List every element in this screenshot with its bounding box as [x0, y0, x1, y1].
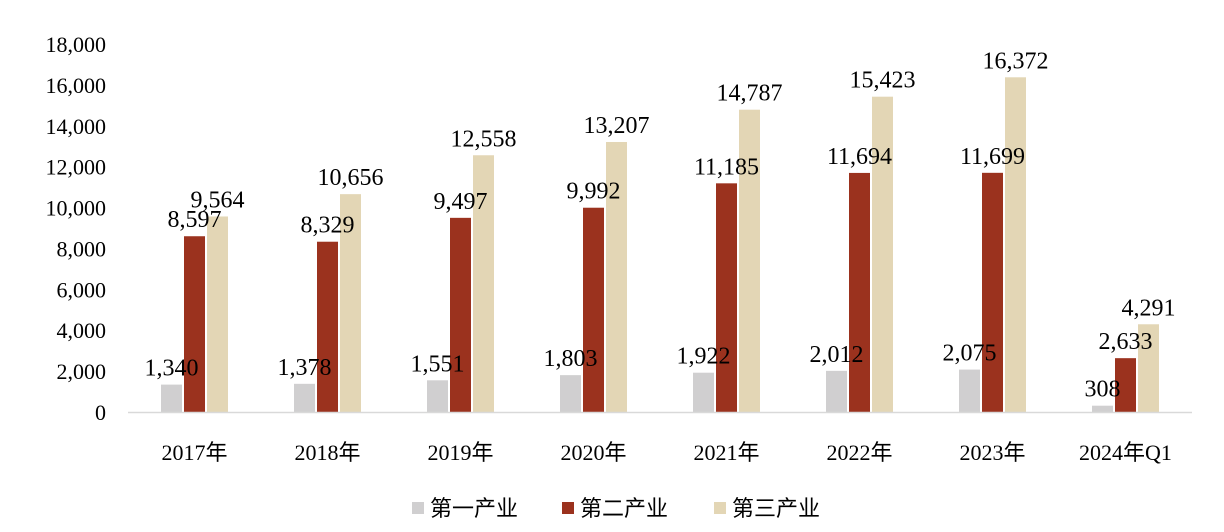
bar — [849, 172, 870, 412]
data-label: 1,378 — [278, 355, 332, 381]
data-label: 1,551 — [411, 351, 465, 377]
bar — [1005, 77, 1026, 412]
y-tick-label: 0 — [95, 400, 106, 425]
data-label: 1,803 — [544, 346, 598, 372]
x-tick-label: 2023年 — [959, 440, 1025, 465]
data-label: 12,558 — [451, 126, 517, 152]
data-label: 11,185 — [694, 154, 759, 180]
bar — [161, 384, 182, 412]
bar — [317, 241, 338, 412]
x-tick-label: 2019年 — [427, 440, 493, 465]
x-tick-label: 2022年 — [826, 440, 892, 465]
data-label: 2,075 — [943, 341, 997, 367]
legend-swatch — [562, 502, 574, 514]
x-tick-label: 2024年Q1 — [1079, 440, 1172, 465]
data-label: 11,699 — [960, 144, 1025, 170]
data-label: 8,597 — [168, 207, 222, 233]
bar — [294, 383, 315, 412]
x-tick-label: 2021年 — [693, 440, 759, 465]
data-label: 10,656 — [318, 165, 384, 191]
x-axis-ticks: 2017年 2018年 2019年 2020年 2021年 2022年 2023年 2024年… — [161, 440, 1171, 465]
data-label: 2,012 — [810, 342, 864, 368]
bar — [959, 369, 980, 412]
legend-swatch — [714, 502, 726, 514]
y-axis-ticks: 0 2,000 4,000 6,000 8,000 10,000 12,000 14,000 1… — [46, 32, 107, 425]
legend-label: 第二产业 — [580, 496, 668, 521]
data-label: 308 — [1085, 377, 1121, 403]
bar — [872, 96, 893, 412]
bar — [450, 217, 471, 412]
x-tick-label: 2018年 — [294, 440, 360, 465]
legend: 第一产业 第二产业 第三产业 — [412, 496, 820, 521]
bar — [1138, 324, 1159, 412]
y-tick-label: 14,000 — [46, 114, 107, 139]
legend-label: 第一产业 — [430, 496, 518, 521]
bar — [340, 194, 361, 412]
data-label: 4,291 — [1122, 295, 1176, 321]
bar — [427, 380, 448, 412]
bar — [583, 207, 604, 412]
bar — [473, 155, 494, 412]
data-label: 13,207 — [584, 113, 650, 139]
bar — [826, 370, 847, 412]
bar — [1115, 358, 1136, 412]
bar — [184, 236, 205, 412]
data-label: 16,372 — [983, 48, 1049, 74]
y-tick-label: 12,000 — [46, 155, 107, 180]
legend-swatch — [412, 502, 424, 514]
bar — [739, 109, 760, 413]
y-tick-label: 16,000 — [46, 73, 107, 98]
bar — [606, 141, 627, 412]
data-label: 11,694 — [827, 144, 892, 170]
legend-label: 第三产业 — [732, 496, 820, 521]
y-tick-label: 10,000 — [46, 196, 107, 221]
bar — [560, 375, 581, 412]
bars — [161, 77, 1159, 413]
data-label: 1,922 — [677, 344, 731, 370]
y-tick-label: 4,000 — [57, 318, 107, 343]
data-label: 14,787 — [717, 81, 783, 107]
bar — [982, 172, 1003, 412]
data-label: 9,564 — [191, 187, 245, 213]
bar — [1092, 405, 1113, 412]
bar — [207, 216, 228, 412]
data-label: 2,633 — [1099, 329, 1153, 355]
x-tick-label: 2020年 — [560, 440, 626, 465]
y-tick-label: 8,000 — [57, 236, 107, 261]
data-label: 1,340 — [145, 356, 199, 382]
y-tick-label: 6,000 — [57, 277, 107, 302]
data-label: 9,497 — [434, 189, 488, 215]
bar — [693, 372, 714, 412]
bar — [716, 183, 737, 412]
y-tick-label: 2,000 — [57, 359, 107, 384]
data-label: 15,423 — [850, 68, 916, 94]
x-tick-label: 2017年 — [161, 440, 227, 465]
data-label: 9,992 — [567, 179, 621, 205]
y-tick-label: 18,000 — [46, 32, 107, 57]
data-label: 8,329 — [301, 213, 355, 239]
